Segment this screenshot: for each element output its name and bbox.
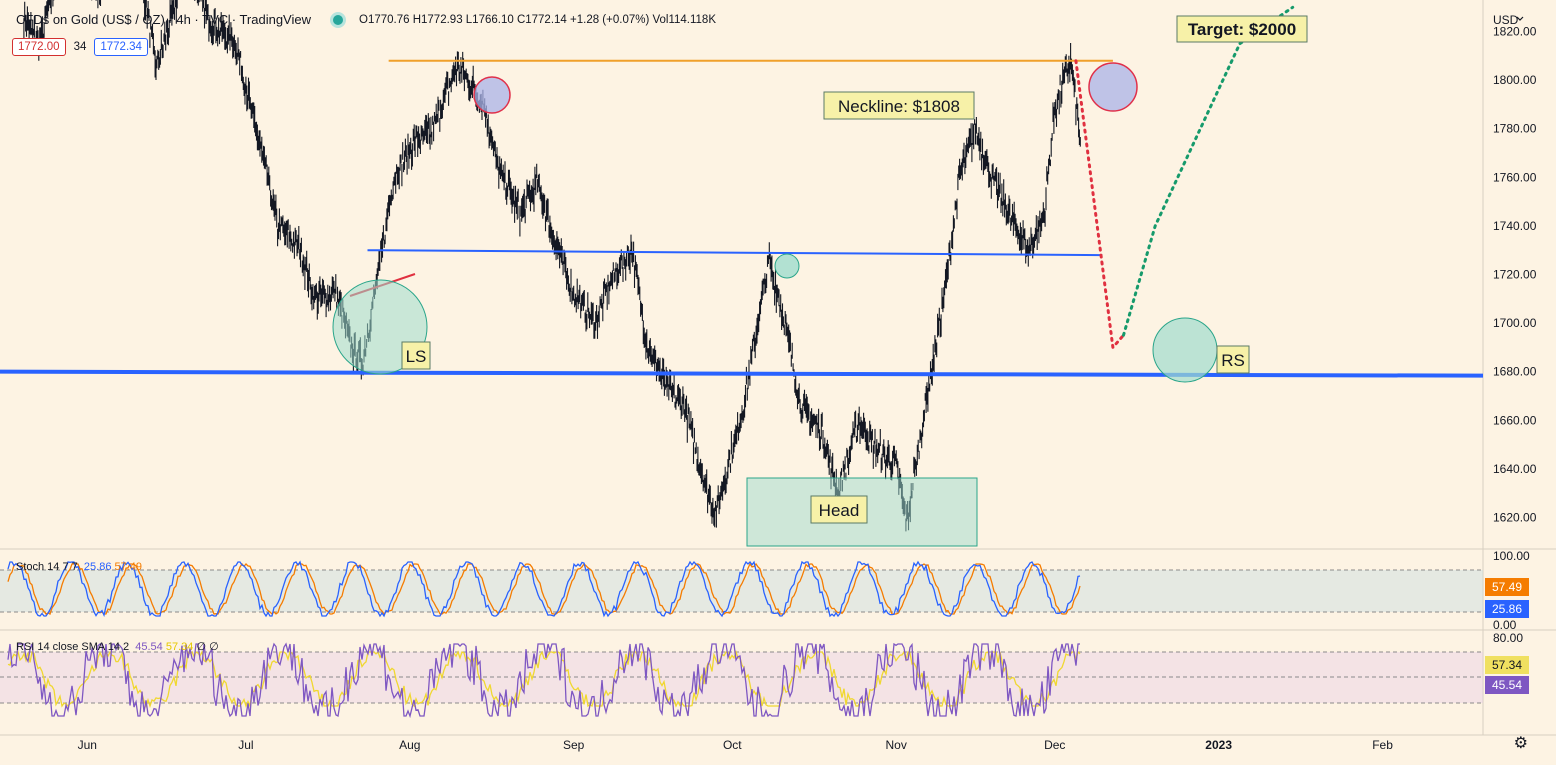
ohlc-readout: O1770.76 H1772.93 L1766.10 C1772.14 +1.2…	[359, 13, 716, 26]
neckline-text: Neckline: $1808	[838, 97, 960, 116]
rsi-legend-sma: 57.34	[165, 641, 194, 653]
price-axis[interactable]: 1820.00 1800.00 1780.00 1760.00 1740.00 1720.…	[1493, 25, 1537, 525]
rs-label[interactable]: RS	[1216, 345, 1250, 374]
chart-header: CFDs on Gold (US$ / OZ) · 4h · TVC · Tra…	[16, 12, 716, 27]
neckline-label[interactable]: Neckline: $1808	[823, 91, 975, 120]
rsi-legend-symbols: ∅ ∅	[196, 641, 219, 653]
projection-down-path	[1074, 59, 1125, 351]
time-tick-label: Oct	[723, 738, 742, 752]
time-tick-label: 2023	[1205, 738, 1232, 752]
price-tick-label: 1620.00	[1493, 510, 1537, 524]
price-tick-label: 1780.00	[1493, 122, 1537, 136]
projection-up-path	[1122, 5, 1295, 337]
price-tick-label: 1760.00	[1493, 170, 1537, 184]
rsi-legend-value: 45.54	[135, 641, 163, 653]
price-tick-label: 1800.00	[1493, 73, 1537, 87]
time-tick-label: Nov	[886, 738, 907, 752]
stoch-d-badge: 57.49	[1485, 578, 1529, 596]
time-tick-label: Aug	[399, 738, 420, 752]
head-text: Head	[819, 501, 860, 520]
price-tick-label: 1740.00	[1493, 219, 1537, 233]
price-tick-label: 1720.00	[1493, 268, 1537, 282]
currency-chevron-icon[interactable]	[1516, 16, 1524, 21]
stoch-k-badge-text: 25.86	[1492, 602, 1522, 616]
time-tick-label: Jul	[238, 738, 253, 752]
stoch-legend-name: Stoch 14 7 7	[16, 561, 78, 573]
market-status-icon	[333, 14, 343, 25]
head-label[interactable]: Head	[810, 495, 868, 524]
stoch-axis-100: 100.00	[1493, 549, 1530, 563]
ls-text: LS	[406, 347, 427, 366]
rsi-value-badge: 45.54	[1485, 676, 1529, 694]
mid-trendline[interactable]	[367, 249, 1103, 257]
settings-gear-icon[interactable]: ⚙	[1513, 735, 1528, 752]
stoch-band	[0, 570, 1483, 612]
price-tick-label: 1680.00	[1493, 365, 1537, 379]
target-text: Target: $2000	[1188, 20, 1296, 39]
top-circle-aug[interactable]	[473, 76, 511, 114]
time-tick-label: Sep	[563, 738, 585, 752]
symbol-title[interactable]: CFDs on Gold (US$ / OZ) · 4h · TVC · Tra…	[16, 12, 311, 27]
stoch-legend-k: 25.86	[83, 561, 112, 573]
price-tick-label: 1640.00	[1493, 462, 1537, 476]
rsi-legend[interactable]: RSI 14 close SMA 14 2 45.54 57.34 ∅ ∅	[16, 640, 219, 653]
mid-peak-circle[interactable]	[774, 253, 800, 279]
time-tick-label: Jun	[78, 738, 97, 752]
price-tick-label: 1820.00	[1493, 25, 1537, 39]
rsi-line	[7, 642, 1080, 719]
support-line[interactable]	[0, 369, 1484, 378]
rsi-value-badge-text: 45.54	[1492, 678, 1522, 692]
rsi-sma-badge: 57.34	[1485, 656, 1529, 674]
time-axis[interactable]: Jun Jul Aug Sep Oct Nov Dec 2023 Feb	[78, 738, 1394, 752]
stoch-k-line	[7, 560, 1081, 618]
stoch-legend[interactable]: Stoch 14 7 7 25.86 57.49	[16, 561, 142, 573]
trade-buttons: 1772.00 34 1772.34	[12, 38, 148, 56]
spread-value: 34	[73, 41, 87, 53]
right-shoulder-circle[interactable]	[1152, 317, 1218, 383]
price-tick-label: 1700.00	[1493, 316, 1537, 330]
stoch-d-badge-text: 57.49	[1492, 580, 1522, 594]
buy-button[interactable]: 1772.34	[94, 38, 148, 56]
time-tick-label: Dec	[1044, 738, 1065, 752]
stoch-legend-d: 57.49	[114, 561, 143, 573]
currency-label[interactable]: USD	[1493, 13, 1519, 27]
target-label[interactable]: Target: $2000	[1176, 15, 1308, 43]
price-tick-label: 1660.00	[1493, 413, 1537, 427]
time-tick-label: Feb	[1372, 738, 1393, 752]
top-circle-dec[interactable]	[1088, 62, 1138, 112]
sell-button[interactable]: 1772.00	[12, 38, 66, 56]
rsi-sma-badge-text: 57.34	[1492, 658, 1522, 672]
rsi-legend-name: RSI 14 close SMA 14 2	[16, 641, 130, 653]
stoch-k-badge: 25.86	[1485, 600, 1529, 618]
rsi-sma-line	[7, 649, 1081, 709]
ls-label[interactable]: LS	[401, 341, 431, 370]
rsi-axis-80: 80.00	[1493, 631, 1523, 645]
stoch-axis-0: 0.00	[1493, 618, 1517, 632]
rs-text: RS	[1221, 351, 1245, 370]
